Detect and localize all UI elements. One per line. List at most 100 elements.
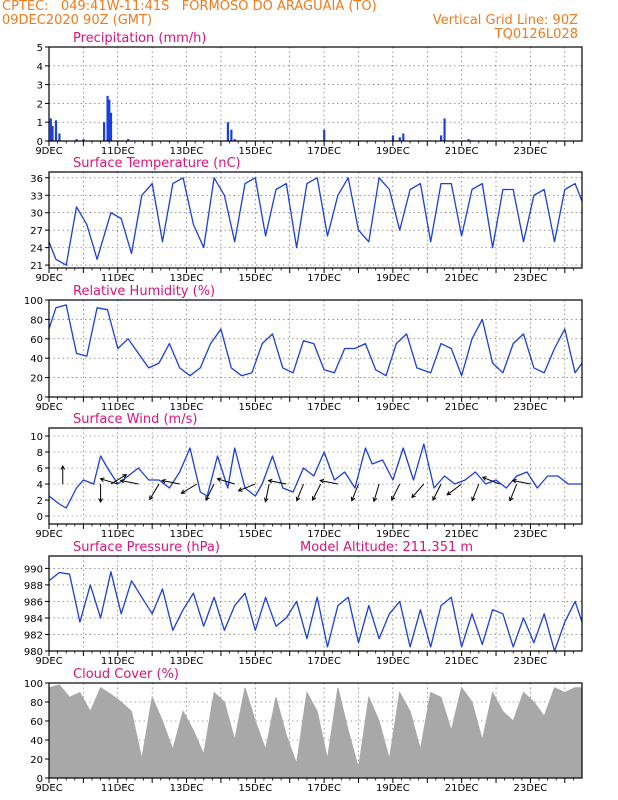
x-tick-label: 21DEC	[445, 656, 479, 667]
series-line	[48, 177, 583, 266]
y-tick-label: 80	[30, 698, 43, 709]
x-tick-label: 9DEC	[35, 529, 62, 540]
wind-vector-head	[237, 487, 243, 492]
wind-vector-head	[180, 489, 186, 494]
header-date: 09DEC2020 90Z (GMT)	[2, 13, 153, 28]
x-tick-label: 19DEC	[376, 146, 410, 157]
series-line	[48, 571, 583, 652]
wind-vector	[161, 479, 180, 485]
panel-frame	[48, 555, 583, 652]
x-tick-label: 19DEC	[376, 529, 410, 540]
x-tick-label: 19DEC	[376, 656, 410, 667]
y-tick-label: 6	[37, 464, 43, 475]
wind-vector	[512, 479, 531, 485]
panel-frame	[48, 299, 583, 398]
x-tick-label: 19DEC	[376, 273, 410, 284]
y-tick-label: 980	[24, 647, 43, 658]
x-tick-label: 13DEC	[170, 146, 204, 157]
x-tick-label: 23DEC	[514, 146, 548, 157]
y-tick-label: 1	[37, 118, 43, 129]
wind-vector	[265, 483, 270, 502]
y-tick-label: 36	[30, 174, 43, 185]
y-tick-label: 0	[37, 137, 43, 148]
x-tick-label: 21DEC	[445, 783, 479, 794]
panel-frame	[48, 171, 583, 269]
wind-vector	[351, 483, 359, 501]
x-tick-label: 9DEC	[35, 783, 62, 794]
precip-bar	[58, 133, 61, 141]
y-tick-label: 100	[24, 679, 43, 690]
x-tick-label: 9DEC	[35, 402, 62, 413]
wind-vector	[205, 483, 215, 501]
panel-title: Precipitation (mm/h)	[73, 31, 206, 46]
wind-vector	[181, 483, 198, 494]
y-tick-label: 3	[37, 81, 43, 92]
panel-title: Surface Temperature (nC)	[73, 156, 241, 171]
wind-vector-head	[263, 497, 269, 503]
wind-vector	[320, 479, 338, 485]
x-tick-label: 17DEC	[307, 146, 341, 157]
x-tick-label: 11DEC	[101, 783, 135, 794]
x-tick-label: 13DEC	[170, 273, 204, 284]
series-line	[48, 304, 583, 377]
header-run-id: TQ0126L028	[494, 27, 578, 42]
precip-bar	[49, 118, 52, 141]
x-tick-label: 13DEC	[170, 529, 204, 540]
panel-frame	[48, 46, 583, 142]
wind-vector-head	[350, 496, 356, 502]
wind-vector-head	[446, 490, 452, 496]
y-tick-label: 982	[24, 630, 43, 641]
wind-vector	[268, 479, 287, 485]
precip-bar	[106, 95, 109, 141]
precip-bar	[82, 139, 85, 141]
y-tick-label: 988	[24, 581, 43, 592]
precip-bar	[443, 118, 446, 141]
precip-bar	[51, 125, 54, 141]
wind-vector-head	[216, 477, 222, 483]
wind-vector-head	[372, 497, 378, 503]
x-tick-label: 17DEC	[307, 402, 341, 413]
wind-vector-head	[391, 496, 396, 502]
x-tick-label: 21DEC	[445, 529, 479, 540]
panel-frame	[48, 427, 583, 525]
wind-vector-head	[295, 496, 301, 502]
x-tick-label: 9DEC	[35, 146, 62, 157]
x-tick-label: 17DEC	[307, 529, 341, 540]
y-tick-label: 24	[30, 244, 43, 255]
wind-vector	[296, 483, 304, 501]
y-tick-label: 990	[24, 564, 43, 575]
precip-bar	[103, 122, 106, 141]
wind-vector-head	[122, 474, 128, 479]
x-tick-label: 21DEC	[445, 273, 479, 284]
x-tick-label: 11DEC	[101, 273, 135, 284]
header-line1: CPTEC: 049:41W-11:41S FORMOSO DO ARAGUAI…	[2, 0, 377, 14]
wind-vector	[120, 479, 139, 485]
wind-vector	[509, 483, 518, 501]
y-tick-label: 21	[30, 261, 43, 272]
y-tick-label: 8	[37, 448, 43, 459]
x-tick-label: 13DEC	[170, 783, 204, 794]
wind-vector-head	[312, 496, 317, 502]
y-tick-label: 4	[37, 62, 43, 73]
wind-vector	[373, 483, 380, 502]
x-tick-label: 17DEC	[307, 273, 341, 284]
wind-vector-head	[60, 464, 66, 470]
header-grid-line: Vertical Grid Line: 90Z	[432, 13, 578, 28]
wind-vector	[432, 483, 442, 501]
wind-vector	[217, 478, 235, 485]
y-tick-label: 20	[30, 755, 43, 766]
wind-vector-head	[509, 496, 514, 502]
precip-bar	[108, 99, 111, 141]
y-tick-label: 2	[37, 99, 43, 110]
panel-frame	[48, 682, 583, 779]
wind-vector	[238, 483, 256, 492]
x-tick-label: 23DEC	[514, 529, 548, 540]
y-tick-label: 2	[37, 496, 43, 507]
precip-bar	[127, 139, 130, 141]
wind-vector	[446, 483, 462, 496]
y-tick-label: 30	[30, 209, 43, 220]
precip-bar	[109, 112, 113, 141]
y-tick-label: 80	[30, 315, 43, 326]
x-tick-label: 19DEC	[376, 783, 410, 794]
